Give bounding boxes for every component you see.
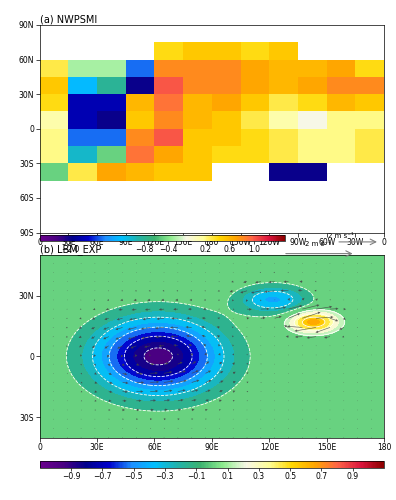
Bar <box>212 146 241 164</box>
Text: (b) LBM_EXP: (b) LBM_EXP <box>40 244 101 255</box>
Bar <box>356 112 384 128</box>
Bar <box>298 94 327 112</box>
Bar <box>327 112 356 128</box>
Bar <box>97 146 126 164</box>
Bar <box>40 112 69 128</box>
Bar <box>269 42 298 59</box>
Bar <box>69 164 97 180</box>
Bar <box>269 77 298 94</box>
Bar <box>126 128 154 146</box>
Bar <box>241 77 269 94</box>
Bar <box>69 112 97 128</box>
Bar <box>212 60 241 77</box>
Bar <box>183 146 212 164</box>
Bar <box>40 146 69 164</box>
Bar <box>154 164 183 180</box>
Bar <box>97 112 126 128</box>
Bar <box>69 146 97 164</box>
Bar <box>212 77 241 94</box>
Bar <box>212 112 241 128</box>
Bar <box>183 77 212 94</box>
Bar <box>327 94 356 112</box>
Bar <box>154 112 183 128</box>
Bar <box>327 146 356 164</box>
Bar <box>97 94 126 112</box>
Bar <box>327 128 356 146</box>
Bar <box>212 94 241 112</box>
Bar <box>126 77 154 94</box>
Bar <box>154 42 183 59</box>
Bar <box>40 60 69 77</box>
Bar <box>97 164 126 180</box>
Bar <box>356 77 384 94</box>
Bar <box>298 77 327 94</box>
Bar <box>69 94 97 112</box>
Bar <box>40 164 69 180</box>
Bar <box>126 94 154 112</box>
Bar <box>183 60 212 77</box>
Bar <box>241 42 269 59</box>
Bar <box>126 60 154 77</box>
Bar <box>97 60 126 77</box>
Bar <box>69 128 97 146</box>
Bar <box>298 146 327 164</box>
Bar <box>356 128 384 146</box>
Bar <box>356 60 384 77</box>
Bar <box>183 164 212 180</box>
Bar <box>40 128 69 146</box>
Bar <box>269 94 298 112</box>
Bar <box>269 128 298 146</box>
Bar <box>241 60 269 77</box>
Bar <box>327 77 356 94</box>
Bar <box>69 77 97 94</box>
Bar <box>126 112 154 128</box>
Bar <box>97 128 126 146</box>
Bar <box>356 146 384 164</box>
Bar <box>154 146 183 164</box>
Bar <box>298 60 327 77</box>
Bar <box>241 94 269 112</box>
Bar <box>183 42 212 59</box>
Bar <box>298 112 327 128</box>
Text: (a) NWPSMI: (a) NWPSMI <box>40 14 97 24</box>
Bar <box>269 60 298 77</box>
Bar <box>212 128 241 146</box>
Bar <box>269 146 298 164</box>
Bar <box>298 128 327 146</box>
Bar <box>154 60 183 77</box>
Bar <box>212 42 241 59</box>
Text: 2 m s⁻¹: 2 m s⁻¹ <box>327 232 354 238</box>
Bar <box>327 60 356 77</box>
Bar <box>126 164 154 180</box>
Bar <box>40 77 69 94</box>
Bar <box>241 128 269 146</box>
Bar <box>183 128 212 146</box>
Text: 2 m s⁻¹: 2 m s⁻¹ <box>305 242 330 248</box>
Bar <box>183 94 212 112</box>
Bar <box>269 164 298 180</box>
Bar <box>40 94 69 112</box>
Bar <box>241 146 269 164</box>
Bar <box>298 164 327 180</box>
Bar <box>97 77 126 94</box>
Bar <box>154 77 183 94</box>
Bar <box>69 60 97 77</box>
Bar <box>154 94 183 112</box>
Bar <box>269 112 298 128</box>
Bar <box>154 128 183 146</box>
Bar <box>241 112 269 128</box>
Bar <box>183 112 212 128</box>
Bar <box>126 146 154 164</box>
Bar <box>356 94 384 112</box>
